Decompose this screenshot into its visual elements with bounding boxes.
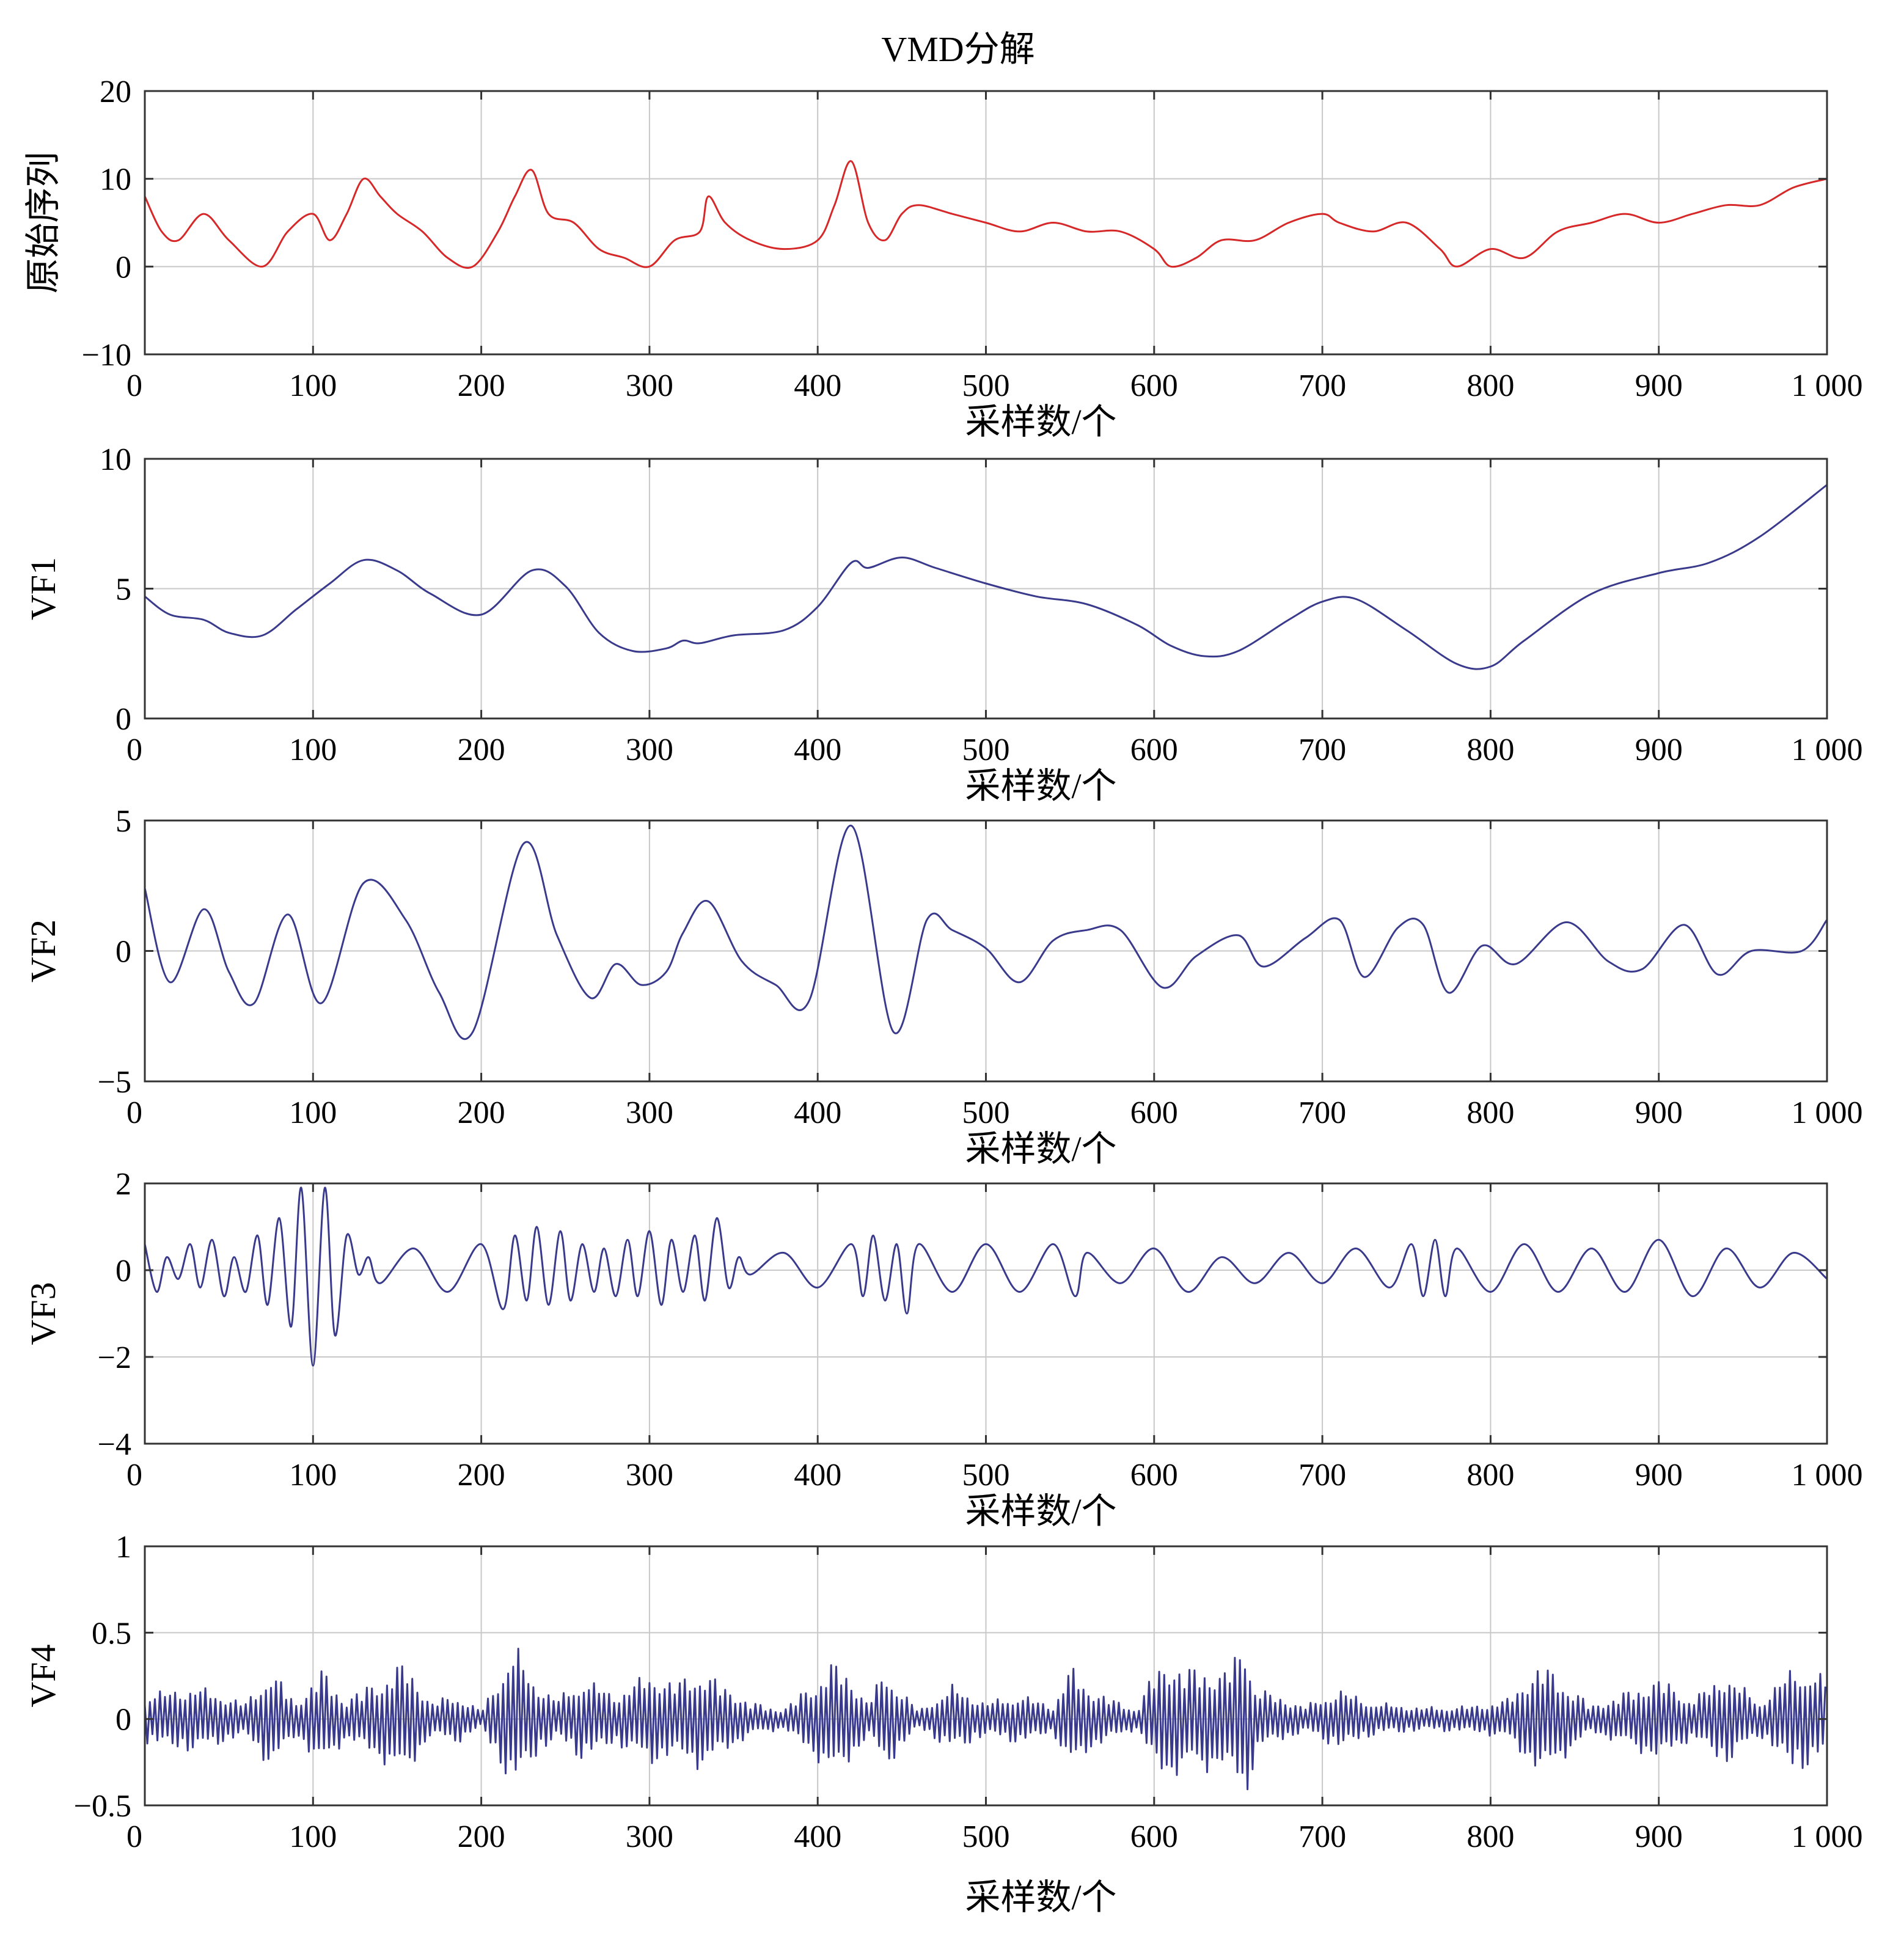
y-tick-label: 0: [115, 250, 131, 285]
chart-panel-2: 0 100 200 300 400 500 600 700 800 900 1 000 0 5 10 采样数…: [23, 442, 1863, 806]
x-tick-label-400: 400: [794, 1458, 841, 1493]
x-tick-label-900: 900: [1635, 1095, 1683, 1130]
y-axis-label: 原始序列: [23, 152, 63, 293]
x-tick-label-1000: 1 000: [1792, 733, 1863, 767]
series-line-5-1: [145, 1648, 1826, 1791]
x-tick-label-300: 300: [626, 1095, 673, 1130]
y-tick-label: −10: [82, 338, 131, 373]
x-tick-label-400: 400: [794, 1095, 841, 1130]
y-tick-label: −4: [98, 1427, 131, 1462]
x-tick-label-900: 900: [1635, 1458, 1683, 1493]
x-tick-label-0: 0: [126, 1819, 142, 1854]
x-tick-label-500: 500: [962, 1819, 1010, 1854]
y-axis-label: VF2: [23, 919, 63, 982]
x-tick-label-600: 600: [1130, 1458, 1178, 1493]
y-tick-label: 10: [100, 442, 131, 477]
x-tick-label-1000: 1 000: [1792, 1095, 1863, 1130]
y-tick-label: 0: [115, 935, 131, 970]
x-axis-label: 采样数/个: [965, 1491, 1116, 1531]
y-tick-label: −2: [98, 1340, 131, 1375]
chart-panel-4: 0 100 200 300 400 500 600 700 800 900 1 000 −4 −2 0 2 采…: [23, 1167, 1863, 1531]
x-tick-label-1000: 1 000: [1792, 1458, 1863, 1493]
x-tick-label-800: 800: [1466, 368, 1514, 403]
x-tick-label-100: 100: [289, 1095, 337, 1130]
y-tick-label: 0: [115, 1703, 131, 1738]
x-tick-label-800: 800: [1466, 1095, 1514, 1130]
y-axis-label: VF3: [23, 1282, 63, 1345]
x-tick-label-700: 700: [1298, 733, 1346, 767]
x-tick-label-500: 500: [962, 733, 1010, 767]
x-tick-label-300: 300: [626, 733, 673, 767]
x-tick-label-900: 900: [1635, 733, 1683, 767]
x-axis-label: 采样数/个: [965, 766, 1116, 806]
chart-panel-5: 0 100 200 300 400 500 600 700 800 900 1 000−0.500.…: [23, 1530, 1863, 1917]
y-tick-label: 0: [115, 702, 131, 737]
x-tick-label-100: 100: [289, 733, 337, 767]
x-tick-label-200: 200: [458, 1458, 505, 1493]
x-axis-label: 采样数/个: [965, 1877, 1116, 1917]
x-tick-label-400: 400: [794, 733, 841, 767]
panels: 0 100 200 300 400 500 600 700 800 900 1 000−100102…: [23, 75, 1863, 1917]
x-tick-label-100: 100: [289, 1819, 337, 1854]
x-tick-label-500: 500: [962, 1458, 1010, 1493]
x-tick-label-300: 300: [626, 1819, 673, 1854]
y-tick-label: 10: [100, 163, 131, 197]
x-tick-label-1000: 1 000: [1792, 368, 1863, 403]
y-tick-label: 1: [115, 1530, 131, 1565]
x-tick-label-100: 100: [289, 1458, 337, 1493]
x-tick-label-200: 200: [458, 733, 505, 767]
x-tick-label-0: 0: [126, 1458, 142, 1493]
x-axis-label: 采样数/个: [965, 402, 1116, 442]
chart-panel-1: 0 100 200 300 400 500 600 700 800 900 1 000−100102…: [23, 75, 1863, 442]
x-tick-label-0: 0: [126, 733, 142, 767]
series-line-3-1: [145, 825, 1827, 1040]
x-tick-label-1000: 1 000: [1792, 1819, 1863, 1854]
x-tick-label-600: 600: [1130, 733, 1178, 767]
x-tick-label-0: 0: [126, 368, 142, 403]
x-tick-label-500: 500: [962, 1095, 1010, 1130]
x-tick-label-100: 100: [289, 368, 337, 403]
y-tick-label: 5: [115, 572, 131, 607]
x-tick-label-400: 400: [794, 368, 841, 403]
y-tick-label: 0.5: [92, 1616, 131, 1651]
x-tick-label-200: 200: [458, 368, 505, 403]
x-tick-label-800: 800: [1466, 1458, 1514, 1493]
x-tick-label-0: 0: [126, 1095, 142, 1130]
x-tick-label-300: 300: [626, 368, 673, 403]
x-tick-label-800: 800: [1466, 1819, 1514, 1854]
series-line-2-1: [145, 484, 1827, 670]
y-tick-label: −5: [98, 1065, 131, 1100]
y-tick-label: 0: [115, 1254, 131, 1289]
x-tick-label-500: 500: [962, 368, 1010, 403]
series-line-4-1: [145, 1186, 1827, 1367]
y-axis-label: VF4: [23, 1644, 63, 1707]
figure-title: VMD分解: [881, 29, 1034, 69]
x-tick-label-800: 800: [1466, 733, 1514, 767]
x-tick-label-900: 900: [1635, 1819, 1683, 1854]
x-tick-label-200: 200: [458, 1095, 505, 1130]
x-tick-label-700: 700: [1298, 1458, 1346, 1493]
x-tick-label-900: 900: [1635, 368, 1683, 403]
y-tick-label: 20: [100, 75, 131, 109]
x-tick-label-200: 200: [458, 1819, 505, 1854]
x-tick-label-600: 600: [1130, 1819, 1178, 1854]
y-tick-label: 5: [115, 804, 131, 839]
x-tick-label-700: 700: [1298, 368, 1346, 403]
x-tick-label-600: 600: [1130, 1095, 1178, 1130]
x-axis-label: 采样数/个: [965, 1129, 1116, 1169]
x-tick-label-700: 700: [1298, 1095, 1346, 1130]
y-tick-label: 2: [115, 1167, 131, 1202]
x-tick-label-600: 600: [1130, 368, 1178, 403]
x-tick-label-400: 400: [794, 1819, 841, 1854]
x-tick-label-700: 700: [1298, 1819, 1346, 1854]
y-axis-label: VF1: [23, 557, 63, 620]
series-line-1-1: [145, 160, 1827, 269]
x-tick-label-300: 300: [626, 1458, 673, 1493]
chart-panel-3: 0 100 200 300 400 500 600 700 800 900 1 000−505采样数…: [23, 804, 1863, 1169]
y-tick-label: −0.5: [74, 1789, 131, 1824]
